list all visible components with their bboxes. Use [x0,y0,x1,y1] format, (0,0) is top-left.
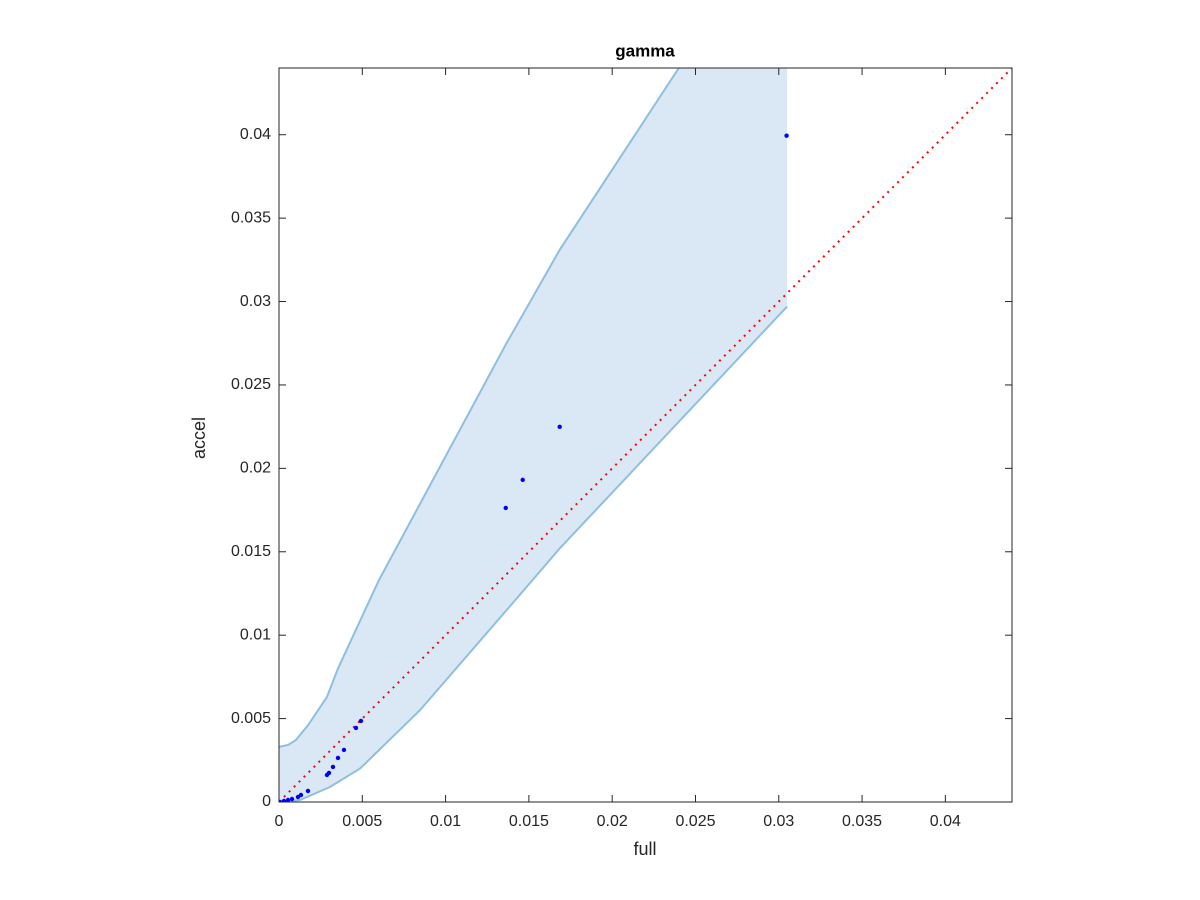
y-tick-label: 0.04 [240,126,271,143]
point [330,764,336,770]
point [324,772,330,778]
x-tick-label: 0.005 [342,813,382,830]
axes-box [278,67,1013,803]
x-tick-label: 0 [275,813,284,830]
point [305,788,311,794]
point [557,424,562,430]
y-tick-label: 0.005 [231,710,271,727]
y-axis-label: accel [189,417,209,459]
x-tick-label: 0.01 [430,813,461,830]
point [353,725,359,731]
x-tick-label: 0.03 [763,813,794,830]
x-tick-label: 0.04 [930,813,961,830]
reference-line [279,68,1012,802]
y-tick-label: 0.02 [240,460,271,477]
y-tick-label: 0.03 [240,293,271,310]
x-tick-label: 0.035 [842,813,882,830]
chart-title: gamma [615,41,675,60]
band-upper-edge [279,68,681,748]
confidence-band [279,68,788,802]
point [279,799,283,802]
point [289,796,295,802]
x-tick-label: 0.02 [597,813,628,830]
point [335,755,341,761]
y-tick-label: 0 [262,793,271,810]
point [520,477,525,483]
x-tick-label: 0.015 [509,813,549,830]
point [358,718,364,724]
x-axis-label: full [633,839,656,859]
plot-area [279,68,1012,802]
y-tick-label: 0.01 [240,626,271,643]
point [295,794,301,800]
point [784,133,789,138]
band-lower-edge [279,305,788,802]
x-tick-label: 0.025 [675,813,715,830]
point [285,797,291,802]
point [341,747,347,753]
point [281,798,287,802]
y-tick-label: 0.025 [231,376,271,393]
point [503,505,508,511]
y-tick-label: 0.035 [231,209,271,226]
y-tick-label: 0.015 [231,543,271,560]
